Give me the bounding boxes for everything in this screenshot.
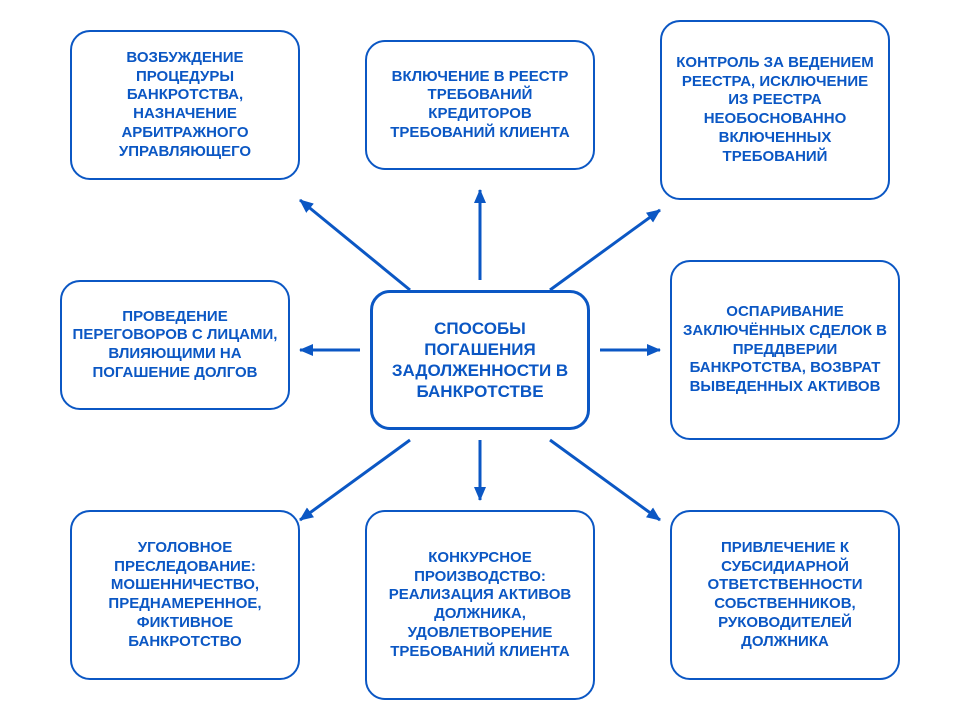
node-top-center-text: ВКЛЮЧЕНИЕ В РЕЕСТР ТРЕБОВАНИЙ КРЕДИТОРОВ… — [377, 68, 583, 143]
arrow-2 — [550, 210, 660, 290]
node-mid-right-text: ОСПАРИВАНИЕ ЗАКЛЮЧЁННЫХ СДЕЛОК В ПРЕДДВЕ… — [682, 303, 888, 397]
arrow-7 — [550, 440, 660, 520]
arrow-5 — [300, 440, 410, 520]
node-mid-right: ОСПАРИВАНИЕ ЗАКЛЮЧЁННЫХ СДЕЛОК В ПРЕДДВЕ… — [670, 260, 900, 440]
node-bottom-center-text: КОНКУРСНОЕ ПРОИЗВОДСТВО: РЕАЛИЗАЦИЯ АКТИ… — [377, 549, 583, 662]
node-top-right: КОНТРОЛЬ ЗА ВЕДЕНИЕМ РЕЕСТРА, ИСКЛЮЧЕНИЕ… — [660, 20, 890, 200]
node-bottom-right: ПРИВЛЕЧЕНИЕ К СУБСИДИАРНОЙ ОТВЕТСТВЕННОС… — [670, 510, 900, 680]
node-bottom-right-text: ПРИВЛЕЧЕНИЕ К СУБСИДИАРНОЙ ОТВЕТСТВЕННОС… — [682, 539, 888, 652]
center-node-text: СПОСОБЫ ПОГАШЕНИЯ ЗАДОЛЖЕННОСТИ В БАНКРО… — [383, 318, 577, 403]
center-node: СПОСОБЫ ПОГАШЕНИЯ ЗАДОЛЖЕННОСТИ В БАНКРО… — [370, 290, 590, 430]
node-bottom-center: КОНКУРСНОЕ ПРОИЗВОДСТВО: РЕАЛИЗАЦИЯ АКТИ… — [365, 510, 595, 700]
node-top-center: ВКЛЮЧЕНИЕ В РЕЕСТР ТРЕБОВАНИЙ КРЕДИТОРОВ… — [365, 40, 595, 170]
node-top-left-text: ВОЗБУЖДЕНИЕ ПРОЦЕДУРЫ БАНКРОТСТВА, НАЗНА… — [82, 49, 288, 162]
node-mid-left-text: ПРОВЕДЕНИЕ ПЕРЕГОВОРОВ С ЛИЦАМИ, ВЛИЯЮЩИ… — [72, 308, 278, 383]
node-bottom-left-text: УГОЛОВНОЕ ПРЕСЛЕДОВАНИЕ: МОШЕННИЧЕСТВО, … — [82, 539, 288, 652]
node-top-left: ВОЗБУЖДЕНИЕ ПРОЦЕДУРЫ БАНКРОТСТВА, НАЗНА… — [70, 30, 300, 180]
node-top-right-text: КОНТРОЛЬ ЗА ВЕДЕНИЕМ РЕЕСТРА, ИСКЛЮЧЕНИЕ… — [672, 54, 878, 167]
node-mid-left: ПРОВЕДЕНИЕ ПЕРЕГОВОРОВ С ЛИЦАМИ, ВЛИЯЮЩИ… — [60, 280, 290, 410]
arrow-0 — [300, 200, 410, 290]
node-bottom-left: УГОЛОВНОЕ ПРЕСЛЕДОВАНИЕ: МОШЕННИЧЕСТВО, … — [70, 510, 300, 680]
diagram-canvas: СПОСОБЫ ПОГАШЕНИЯ ЗАДОЛЖЕННОСТИ В БАНКРО… — [0, 0, 960, 720]
